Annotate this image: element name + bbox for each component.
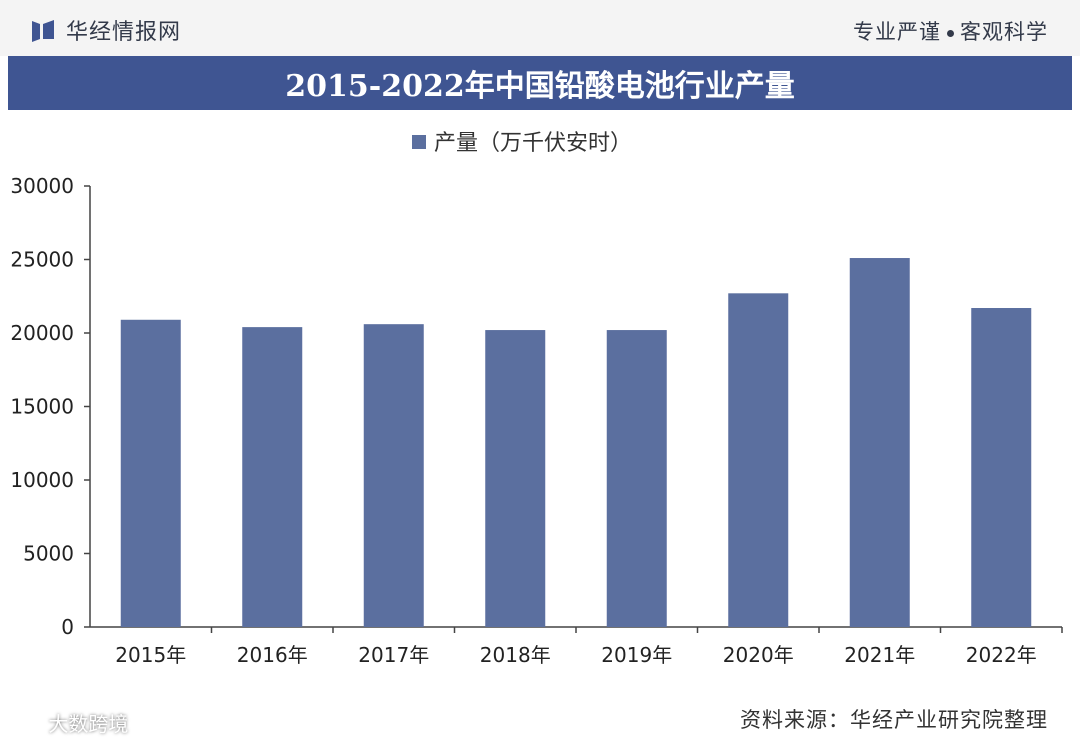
header-bar: 华经情报网 专业严谨 客观科学 [0,0,1080,56]
x-tick-label: 2018年 [480,643,551,667]
brand-logo-icon [32,20,54,42]
bar-chart: 产量（万千伏安时） 0 5000 10000 15000 20000 25000 30000 2… [10,131,1063,667]
slogan-right: 客观科学 [960,20,1048,44]
x-tick-label: 2017年 [358,643,429,667]
bar [606,330,667,627]
y-tick-label: 25000 [10,248,74,272]
bar [849,258,910,627]
watermark-text: 大数跨境 [48,712,129,736]
x-tick-label: 2015年 [115,643,186,667]
slogan: 专业严谨 客观科学 [853,16,1048,46]
y-tick-label: 20000 [10,321,74,345]
slogan-left: 专业严谨 [853,20,941,44]
bar [363,324,424,627]
bar [485,330,546,627]
legend-label: 产量（万千伏安时） [434,131,632,156]
slogan-dot-icon [947,29,954,37]
x-tick-label: 2019年 [601,643,672,667]
y-tick-label: 10000 [10,468,74,492]
bar [242,327,303,627]
y-tick-label: 15000 [10,395,74,419]
title-bar: 2015-2022年中国铅酸电池行业产量 [8,56,1072,110]
chart-title: 2015-2022年中国铅酸电池行业产量 [285,69,795,104]
x-tick-label: 2016年 [237,643,308,667]
watermark-mark: 大数跨境 [6,708,128,737]
brand-name: 华经情报网 [66,20,182,45]
y-tick-label: 0 [61,615,74,639]
x-tick-label: 2020年 [723,643,794,667]
bar [728,293,789,627]
x-tick-label: 2021年 [844,643,915,667]
source-note: 资料来源：华经产业研究院整理 [740,708,1048,732]
bar [120,319,181,627]
y-tick-label: 5000 [23,542,74,566]
brand: 华经情报网 [30,14,181,46]
x-tick-label: 2022年 [966,643,1037,667]
legend-swatch [412,135,426,149]
watermark-logo-icon [7,717,39,734]
y-tick-label: 30000 [10,174,74,198]
bar [971,308,1032,627]
